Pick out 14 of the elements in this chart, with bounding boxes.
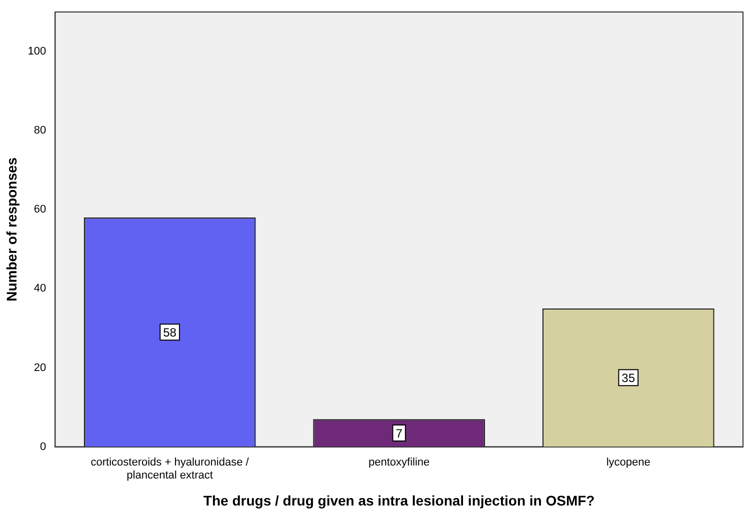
y-tick-label: 40 — [34, 282, 46, 295]
x-axis-title: The drugs / drug given as intra lesional injection in OSMF? — [203, 492, 595, 508]
data-label: 7 — [396, 426, 403, 440]
data-label: 58 — [163, 325, 177, 340]
data-label: 35 — [622, 370, 636, 385]
y-axis-title: Number of responses — [3, 157, 20, 302]
y-tick-label: 20 — [34, 362, 46, 374]
x-tick-label: lycopene — [606, 456, 650, 468]
y-tick-label: 100 — [28, 46, 46, 58]
x-tick-label: corticosteroids + hyaluronidase / plancental extract — [90, 456, 250, 482]
y-tick-label: 0 — [40, 440, 46, 453]
y-tick-label: 80 — [34, 124, 46, 137]
y-tick-label: 60 — [34, 204, 46, 216]
x-tick-label: pentoxyfiline — [368, 456, 430, 468]
